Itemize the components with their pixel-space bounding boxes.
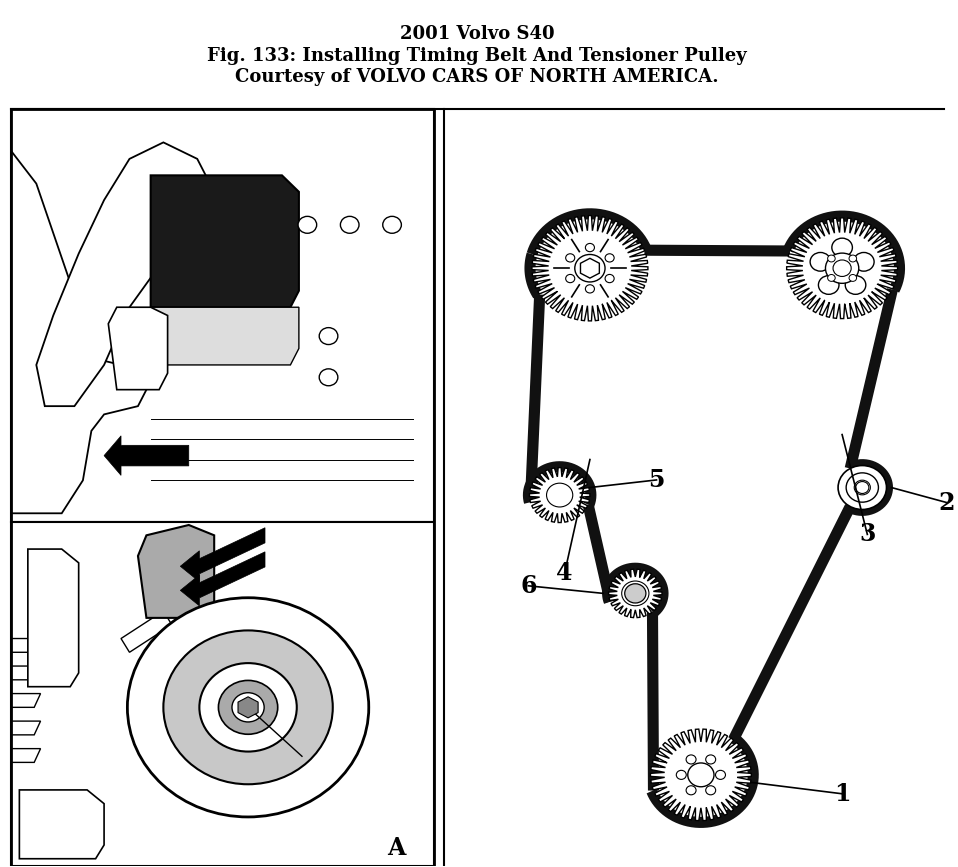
Circle shape <box>838 466 886 510</box>
Text: A: A <box>387 837 405 860</box>
Bar <box>11 109 434 865</box>
Polygon shape <box>11 151 147 513</box>
Circle shape <box>319 368 338 386</box>
Bar <box>11 522 434 865</box>
Circle shape <box>688 763 714 786</box>
Circle shape <box>846 473 878 502</box>
Polygon shape <box>608 569 662 617</box>
Circle shape <box>625 583 646 603</box>
Polygon shape <box>180 528 265 582</box>
Circle shape <box>218 681 278 734</box>
Polygon shape <box>650 729 751 821</box>
Circle shape <box>605 254 614 262</box>
Circle shape <box>565 275 575 283</box>
Circle shape <box>164 630 332 785</box>
Text: 5: 5 <box>649 468 665 492</box>
Polygon shape <box>11 694 40 707</box>
Polygon shape <box>121 611 171 652</box>
Polygon shape <box>581 258 600 278</box>
Circle shape <box>828 275 835 282</box>
Circle shape <box>575 255 605 282</box>
Polygon shape <box>787 218 898 318</box>
Circle shape <box>546 483 573 507</box>
Polygon shape <box>36 142 215 406</box>
Circle shape <box>716 771 725 779</box>
Circle shape <box>127 597 369 817</box>
Polygon shape <box>19 790 104 858</box>
Polygon shape <box>180 551 265 606</box>
Polygon shape <box>28 549 79 687</box>
Circle shape <box>827 255 857 282</box>
Circle shape <box>232 693 264 722</box>
Polygon shape <box>238 697 258 718</box>
Circle shape <box>849 275 856 282</box>
Polygon shape <box>11 748 40 762</box>
Polygon shape <box>530 467 590 523</box>
Circle shape <box>810 252 831 271</box>
Circle shape <box>686 786 696 795</box>
Polygon shape <box>104 436 189 475</box>
Circle shape <box>855 481 869 493</box>
Text: Fig. 133: Installing Timing Belt And Tensioner Pulley: Fig. 133: Installing Timing Belt And Ten… <box>207 47 747 65</box>
Polygon shape <box>11 721 40 735</box>
Circle shape <box>622 581 649 606</box>
Polygon shape <box>11 638 40 652</box>
Polygon shape <box>108 307 168 389</box>
Polygon shape <box>150 307 299 365</box>
Circle shape <box>849 255 856 262</box>
Text: 2: 2 <box>939 491 955 515</box>
Text: 2001 Volvo S40: 2001 Volvo S40 <box>399 25 555 43</box>
Circle shape <box>298 217 317 233</box>
Circle shape <box>585 244 595 251</box>
Circle shape <box>706 786 716 795</box>
Circle shape <box>706 755 716 764</box>
Polygon shape <box>138 525 215 618</box>
Circle shape <box>605 275 614 283</box>
Text: 4: 4 <box>557 561 573 584</box>
Circle shape <box>565 254 575 262</box>
Circle shape <box>199 663 297 752</box>
Text: 3: 3 <box>859 523 876 546</box>
Circle shape <box>552 488 568 502</box>
Circle shape <box>319 328 338 344</box>
Circle shape <box>628 587 643 600</box>
Circle shape <box>383 217 401 233</box>
Text: Courtesy of VOLVO CARS OF NORTH AMERICA.: Courtesy of VOLVO CARS OF NORTH AMERICA. <box>236 68 719 87</box>
Circle shape <box>828 255 835 262</box>
Bar <box>11 109 434 522</box>
Circle shape <box>676 771 686 779</box>
Polygon shape <box>532 216 648 321</box>
Circle shape <box>826 253 858 284</box>
Circle shape <box>832 238 853 257</box>
Polygon shape <box>150 175 299 307</box>
Circle shape <box>340 217 359 233</box>
Circle shape <box>833 260 852 277</box>
Circle shape <box>818 276 839 294</box>
Circle shape <box>686 755 696 764</box>
Circle shape <box>845 276 866 294</box>
Circle shape <box>855 480 871 495</box>
Text: 1: 1 <box>833 782 851 805</box>
Polygon shape <box>11 666 40 680</box>
Circle shape <box>585 284 595 293</box>
Text: 6: 6 <box>520 574 536 598</box>
Circle shape <box>854 252 874 271</box>
